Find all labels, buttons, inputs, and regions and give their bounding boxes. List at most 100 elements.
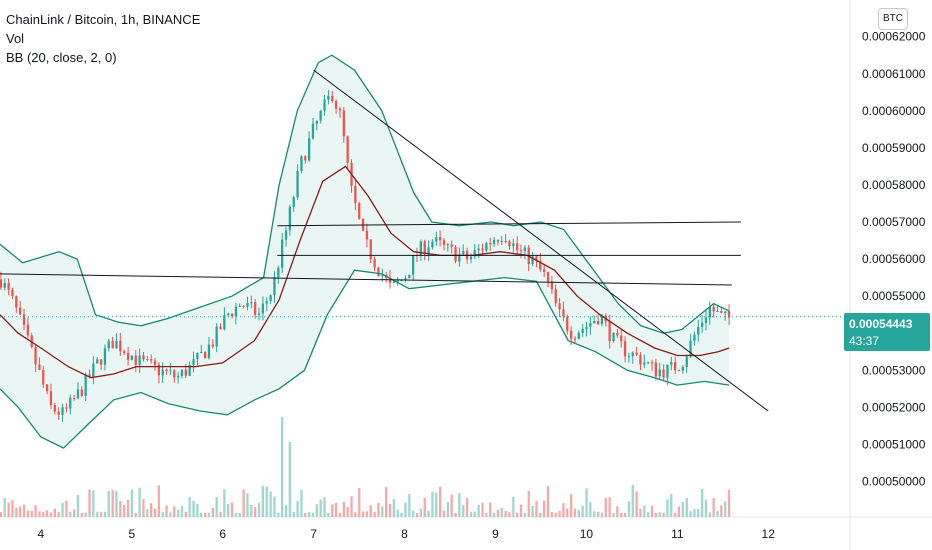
volume-bar	[254, 507, 257, 517]
candle-body	[439, 237, 442, 241]
volume-bar	[142, 499, 145, 517]
currency-badge[interactable]: BTC	[878, 8, 908, 30]
volume-bar	[350, 496, 353, 517]
candle-body	[685, 356, 688, 367]
candle-body	[727, 311, 731, 318]
volume-bar	[454, 513, 457, 517]
volume-bar	[600, 512, 604, 517]
volume-bar	[53, 508, 56, 517]
price-tick-label: 0.00061000	[862, 67, 926, 81]
candle-body	[38, 364, 41, 370]
candle-body	[161, 369, 164, 376]
volume-bar	[11, 499, 14, 517]
candle-body	[342, 110, 345, 137]
volume-bar	[623, 512, 627, 517]
volume-bar	[643, 505, 646, 517]
candle-body	[315, 120, 318, 124]
volume-bar	[712, 498, 715, 517]
candle-body	[223, 315, 226, 330]
candle-body	[519, 250, 523, 252]
candle-body	[26, 324, 29, 336]
price-tick-label: 0.00062000	[862, 30, 926, 44]
volume-bar	[238, 513, 241, 517]
candle-body	[381, 275, 384, 277]
volume-bar	[381, 506, 384, 517]
candle-body	[643, 362, 646, 365]
volume-bar	[250, 504, 253, 517]
candle-body	[115, 340, 118, 349]
volume-bar	[111, 490, 114, 517]
volume-bar	[42, 512, 45, 517]
candle-body	[558, 303, 561, 310]
candle-body	[693, 334, 696, 341]
volume-bar	[296, 500, 299, 517]
candle-body	[250, 302, 253, 304]
candle-body	[165, 369, 168, 371]
candle-body	[281, 239, 284, 268]
volume-bar	[662, 512, 665, 517]
volume-bar	[103, 511, 107, 517]
volume-bar	[558, 510, 561, 517]
candle-body	[423, 241, 426, 255]
volume-bar	[184, 511, 187, 517]
candle-body	[73, 398, 76, 399]
volume-bar	[273, 496, 276, 517]
volume-bar	[204, 513, 207, 517]
candle-body	[7, 282, 10, 290]
candle-body	[512, 243, 515, 247]
candle-body	[612, 332, 615, 342]
time-tick-label: 4	[38, 527, 45, 541]
volume-bar	[242, 489, 245, 517]
candle-body	[227, 313, 230, 316]
candle-body	[435, 237, 438, 242]
volume-bar	[385, 487, 388, 517]
candle-body	[177, 376, 180, 378]
candle-body	[573, 338, 577, 340]
candle-body	[442, 240, 446, 245]
volume-indicator-label[interactable]: Vol	[6, 31, 25, 46]
volume-bar	[489, 502, 492, 517]
candle-body	[308, 138, 311, 161]
volume-bar	[546, 486, 550, 517]
volume-bar	[246, 493, 249, 517]
volume-bar	[658, 512, 661, 517]
candle-body	[346, 136, 349, 163]
candle-body	[99, 359, 103, 365]
volume-bar	[15, 507, 18, 517]
candle-body	[496, 239, 500, 242]
volume-bar	[504, 511, 507, 517]
volume-bar	[612, 513, 615, 517]
volume-bar	[150, 503, 153, 517]
candle-body	[246, 303, 249, 307]
candle-body	[69, 398, 72, 409]
volume-bar	[620, 513, 623, 517]
volume-bar	[708, 512, 711, 517]
candle-body	[508, 241, 511, 247]
volume-bar	[500, 508, 503, 517]
volume-bar	[701, 488, 704, 517]
candle-body	[593, 321, 596, 324]
volume-bar	[315, 504, 318, 517]
candle-body	[654, 362, 657, 377]
bollinger-indicator-label[interactable]: BB (20, close, 2, 0)	[6, 50, 117, 65]
candle-body	[304, 156, 307, 161]
candle-body	[358, 203, 361, 219]
candle-body	[535, 256, 538, 261]
volume-bar	[219, 511, 222, 517]
volume-bar	[196, 503, 199, 517]
candle-body	[674, 362, 677, 371]
volume-bar	[331, 504, 334, 517]
volume-bar	[639, 508, 642, 517]
price-tick-label: 0.00053000	[862, 363, 926, 377]
volume-bar	[450, 494, 453, 517]
volume-bar	[211, 508, 214, 517]
candle-body	[481, 248, 484, 251]
volume-bar	[554, 513, 557, 517]
candle-body	[234, 306, 238, 317]
volume-bar	[284, 505, 288, 517]
volume-bar	[681, 502, 684, 517]
candle-body	[188, 364, 191, 376]
volume-bar	[423, 498, 426, 517]
candle-body	[126, 353, 130, 360]
